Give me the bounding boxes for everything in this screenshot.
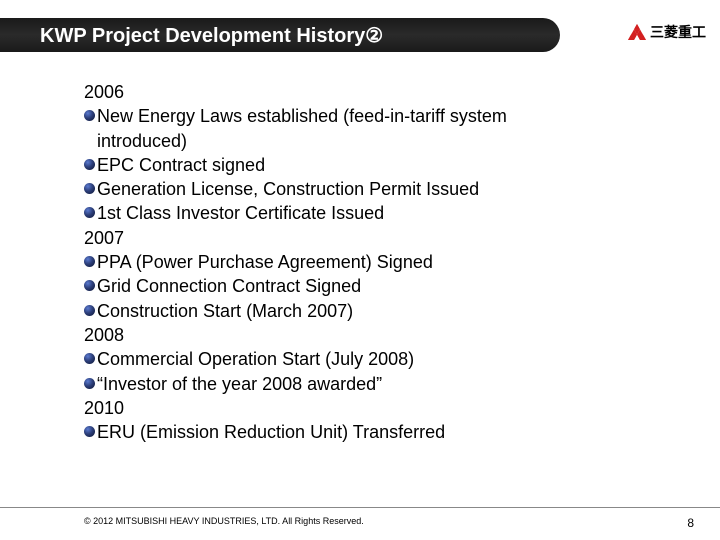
bullet-icon: [84, 159, 95, 170]
title-bar: KWP Project Development History②: [0, 18, 560, 52]
list-item: Construction Start (March 2007): [84, 299, 590, 323]
bullet-icon: [84, 378, 95, 389]
year-heading: 2006: [84, 80, 590, 104]
slide-header: KWP Project Development History② 三菱重工: [0, 0, 720, 58]
list-item: “Investor of the year 2008 awarded”: [84, 372, 590, 396]
list-item-text: Generation License, Construction Permit …: [97, 177, 590, 201]
copyright-text: © 2012 MITSUBISHI HEAVY INDUSTRIES, LTD.…: [0, 516, 720, 526]
list-item: PPA (Power Purchase Agreement) Signed: [84, 250, 590, 274]
list-item: ERU (Emission Reduction Unit) Transferre…: [84, 420, 590, 444]
bullet-icon: [84, 353, 95, 364]
list-item-text: Grid Connection Contract Signed: [97, 274, 590, 298]
list-item: New Energy Laws established (feed-in-tar…: [84, 104, 590, 153]
list-item-text: EPC Contract signed: [97, 153, 590, 177]
page-number: 8: [687, 516, 694, 530]
bullet-icon: [84, 426, 95, 437]
bullet-icon: [84, 280, 95, 291]
company-logo: 三菱重工: [628, 22, 706, 42]
list-item-text: Construction Start (March 2007): [97, 299, 590, 323]
mitsubishi-icon: [628, 24, 646, 40]
year-heading: 2010: [84, 396, 590, 420]
slide-title: KWP Project Development History②: [40, 23, 383, 48]
list-item-text: ERU (Emission Reduction Unit) Transferre…: [97, 420, 590, 444]
bullet-icon: [84, 207, 95, 218]
slide-content: 2006New Energy Laws established (feed-in…: [0, 58, 590, 444]
list-item-text: “Investor of the year 2008 awarded”: [97, 372, 590, 396]
bullet-icon: [84, 183, 95, 194]
slide-footer: © 2012 MITSUBISHI HEAVY INDUSTRIES, LTD.…: [0, 507, 720, 526]
list-item: EPC Contract signed: [84, 153, 590, 177]
bullet-icon: [84, 305, 95, 316]
list-item-text: New Energy Laws established (feed-in-tar…: [97, 104, 590, 153]
list-item-text: 1st Class Investor Certificate Issued: [97, 201, 590, 225]
logo-text: 三菱重工: [650, 22, 706, 42]
bullet-icon: [84, 110, 95, 121]
list-item: Commercial Operation Start (July 2008): [84, 347, 590, 371]
year-heading: 2007: [84, 226, 590, 250]
list-item: Grid Connection Contract Signed: [84, 274, 590, 298]
list-item: Generation License, Construction Permit …: [84, 177, 590, 201]
year-heading: 2008: [84, 323, 590, 347]
list-item-text: PPA (Power Purchase Agreement) Signed: [97, 250, 590, 274]
list-item: 1st Class Investor Certificate Issued: [84, 201, 590, 225]
list-item-text: Commercial Operation Start (July 2008): [97, 347, 590, 371]
bullet-icon: [84, 256, 95, 267]
